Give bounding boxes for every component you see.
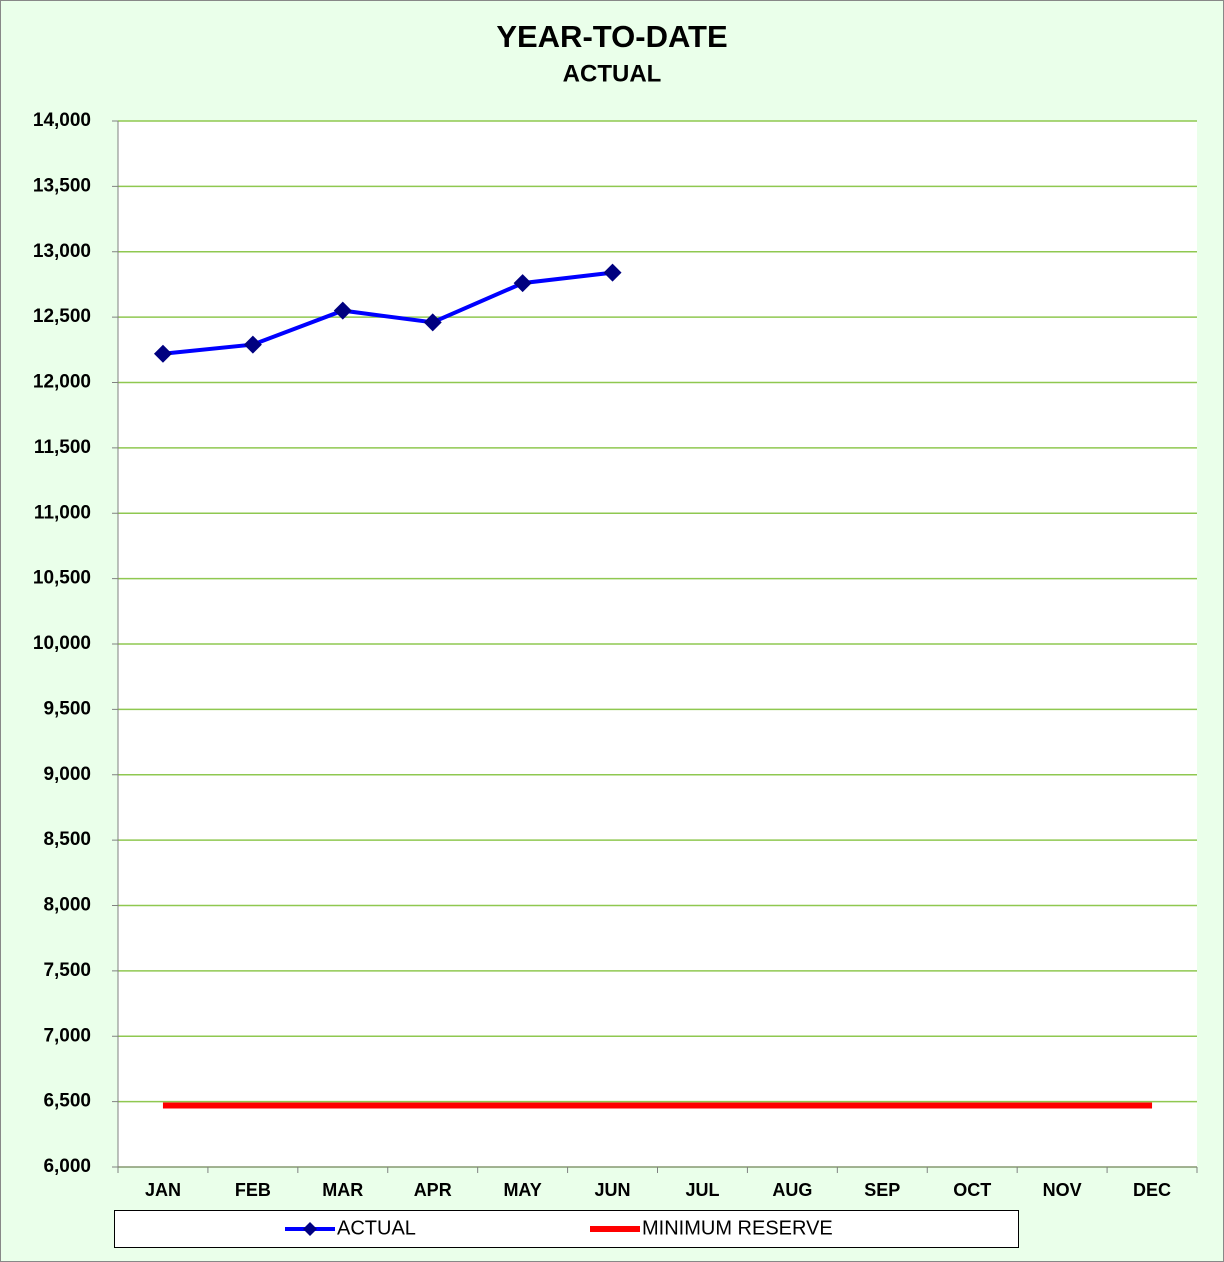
data-point: [423, 313, 442, 332]
x-tick-label: NOV: [1043, 1180, 1082, 1200]
y-tick-label: 6,000: [43, 1156, 91, 1177]
x-tick-label: DEC: [1133, 1180, 1171, 1200]
x-tick-label: JAN: [145, 1180, 181, 1200]
y-tick-label: 6,500: [43, 1091, 91, 1112]
y-tick-label: 12,000: [33, 372, 91, 393]
x-tick-label: MAY: [503, 1180, 541, 1200]
y-tick-label: 9,000: [43, 764, 91, 785]
legend-label: MINIMUM RESERVE: [642, 1217, 833, 1239]
y-tick-label: 7,500: [43, 960, 91, 981]
legend: [114, 1210, 1019, 1248]
y-tick-label: 10,000: [33, 633, 91, 654]
y-tick-label: 8,000: [43, 895, 91, 916]
chart-subtitle: ACTUAL: [563, 60, 662, 87]
y-tick-label: 7,000: [43, 1025, 91, 1046]
x-tick-label: JUL: [685, 1180, 719, 1200]
x-tick-label: SEP: [864, 1180, 900, 1200]
data-point: [603, 263, 622, 282]
data-point: [513, 274, 532, 293]
x-tick-label: JUN: [595, 1180, 631, 1200]
y-tick-label: 11,500: [34, 437, 91, 458]
y-tick-label: 9,500: [43, 698, 91, 719]
data-point: [243, 335, 262, 354]
x-tick-label: AUG: [772, 1180, 812, 1200]
y-tick-label: 14,000: [33, 110, 91, 131]
series-line: [162, 270, 613, 356]
y-tick-label: 11,000: [34, 502, 91, 523]
chart-title: YEAR-TO-DATE: [496, 19, 727, 54]
y-tick-label: 13,500: [33, 175, 91, 196]
x-tick-label: FEB: [235, 1180, 271, 1200]
y-tick-label: 8,500: [43, 829, 91, 850]
legend-marker: [303, 1222, 317, 1236]
legend-label: ACTUAL: [337, 1217, 416, 1239]
x-tick-label: OCT: [953, 1180, 991, 1200]
data-point: [333, 301, 352, 320]
y-tick-label: 10,500: [33, 568, 91, 589]
data-point: [153, 344, 172, 363]
x-tick-label: MAR: [322, 1180, 363, 1200]
y-tick-label: 13,000: [33, 241, 91, 262]
x-tick-label: APR: [414, 1180, 452, 1200]
y-tick-label: 12,500: [33, 306, 91, 327]
